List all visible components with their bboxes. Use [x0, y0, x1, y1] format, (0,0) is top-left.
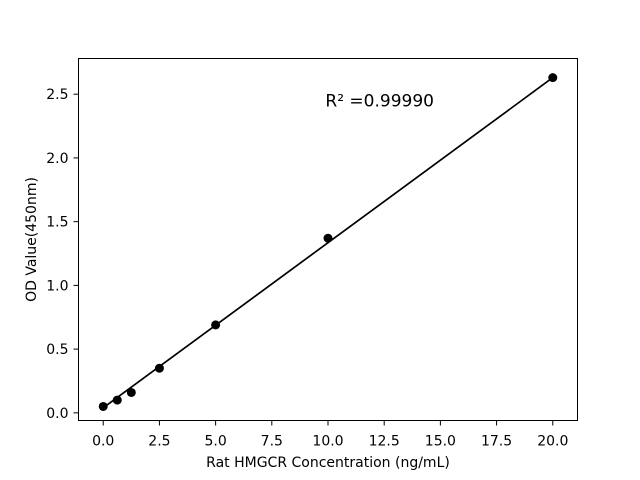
y-tick-label: 1.0 — [46, 278, 68, 294]
x-axis-label: Rat HMGCR Concentration (ng/mL) — [206, 455, 450, 471]
y-tick-label: 1.5 — [46, 215, 68, 231]
data-point — [126, 387, 136, 397]
x-tick-label: 12.5 — [369, 434, 400, 450]
data-series — [98, 73, 558, 411]
data-point — [548, 73, 558, 83]
data-point — [211, 320, 221, 330]
data-point — [154, 363, 164, 373]
data-point — [112, 395, 122, 405]
x-tick-label: 5.0 — [204, 434, 226, 450]
x-tick-label: 0.0 — [92, 434, 114, 450]
data-point — [323, 233, 333, 243]
x-tick-label: 20.0 — [537, 434, 568, 450]
x-tick-label: 15.0 — [425, 434, 456, 450]
x-tick-label: 10.0 — [312, 434, 343, 450]
y-tick-label: 0.0 — [46, 406, 68, 422]
r-squared-annotation: R² =0.99990 — [325, 92, 434, 112]
data-point — [98, 401, 108, 411]
x-axis-ticks: 0.0 2.5 5.0 7.5 10.0 12.5 15.0 17.5 20.0 — [92, 420, 568, 450]
y-tick-label: 2.0 — [46, 151, 68, 167]
x-tick-label: 17.5 — [481, 434, 512, 450]
y-axis-ticks: 0.0 0.5 1.0 1.5 2.0 2.5 — [46, 87, 79, 422]
x-tick-label: 7.5 — [261, 434, 283, 450]
y-tick-label: 2.5 — [46, 87, 68, 103]
y-axis-label: OD Value(450nm) — [24, 177, 40, 302]
x-tick-label: 2.5 — [148, 434, 170, 450]
y-tick-label: 0.5 — [46, 342, 68, 358]
